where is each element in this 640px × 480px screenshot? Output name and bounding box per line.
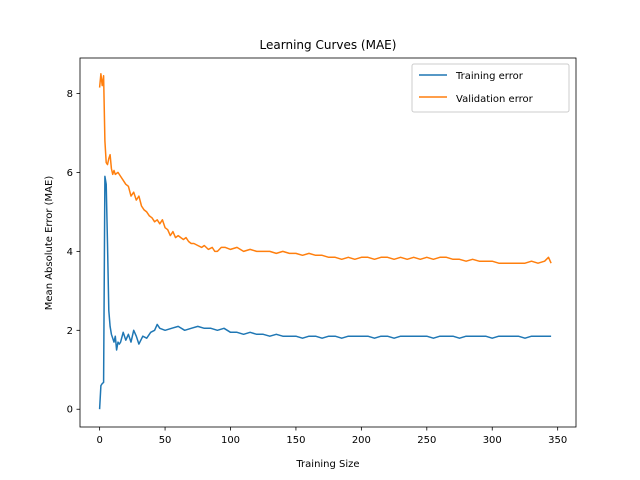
x-tick-label: 300 xyxy=(483,435,502,446)
y-tick-label: 4 xyxy=(67,247,73,258)
legend: Training error Validation error xyxy=(411,63,570,113)
y-tick-label: 0 xyxy=(67,405,73,416)
series-line-validation-error xyxy=(98,73,552,264)
legend-box xyxy=(411,63,570,113)
x-tick-label: 200 xyxy=(352,435,371,446)
y-tick-label: 2 xyxy=(67,326,73,337)
y-tick-label: 8 xyxy=(67,89,73,100)
y-axis-ticks: 0 2 4 6 8 xyxy=(67,89,80,416)
x-tick-label: 50 xyxy=(159,435,172,446)
plot-frame xyxy=(79,57,577,428)
legend-label-training: Training error xyxy=(455,71,524,82)
y-axis-label: Mean Absolute Error (MAE) xyxy=(44,176,55,311)
x-axis-label: Training Size xyxy=(295,459,359,470)
legend-label-validation: Validation error xyxy=(456,94,534,105)
plot-area xyxy=(79,57,577,428)
series-line-training-error xyxy=(98,175,552,410)
x-tick-label: 350 xyxy=(548,435,567,446)
chart-title: Learning Curves (MAE) xyxy=(260,38,397,52)
x-tick-label: 0 xyxy=(96,435,102,446)
x-tick-label: 150 xyxy=(286,435,305,446)
x-tick-label: 250 xyxy=(417,435,436,446)
y-tick-label: 6 xyxy=(67,168,73,179)
x-axis-ticks: 0 50 100 150 200 250 300 350 xyxy=(96,427,567,446)
x-tick-label: 100 xyxy=(221,435,240,446)
